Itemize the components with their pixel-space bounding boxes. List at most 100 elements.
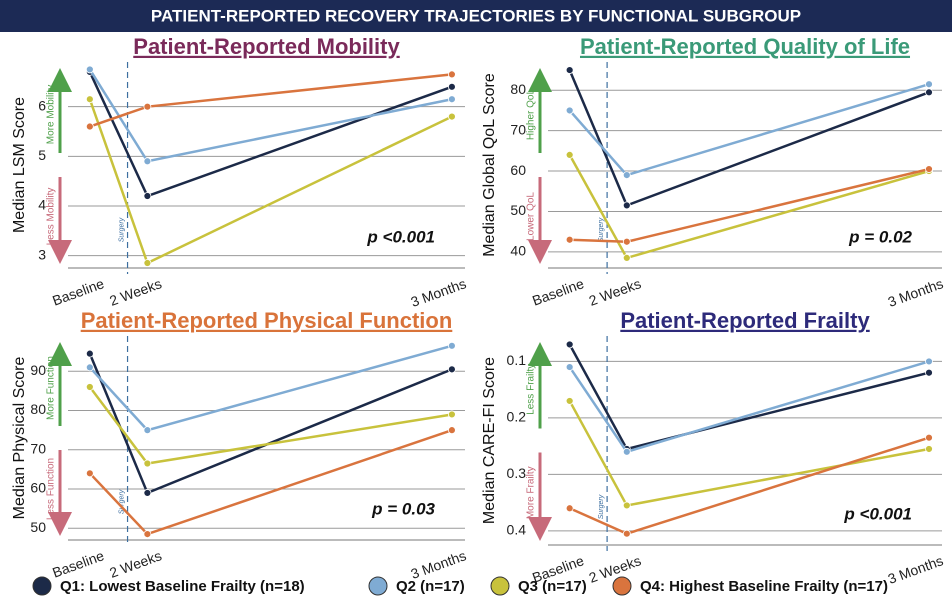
x-tick-label: 3 Months — [886, 552, 946, 587]
legend-label: Q2 (n=17) — [396, 578, 465, 595]
chart-title: Patient-Reported Frailty — [620, 308, 870, 333]
data-point — [85, 349, 94, 358]
data-point — [85, 65, 94, 74]
series-line — [568, 83, 930, 177]
chart-title: Patient-Reported Mobility — [133, 34, 400, 59]
data-point — [447, 426, 456, 435]
arrow-up-label: More Mobility — [46, 85, 57, 144]
x-tick-label: 2 Weeks — [107, 275, 163, 309]
x-tick-label: 2 Weeks — [107, 547, 163, 581]
data-point — [447, 70, 456, 79]
y-tick-label: 0.3 — [507, 465, 527, 481]
x-tick-label: 3 Months — [409, 275, 469, 310]
data-point — [622, 501, 631, 510]
data-point — [622, 237, 631, 246]
series-line — [88, 344, 453, 432]
series-line — [88, 71, 453, 198]
x-tick-label: 2 Weeks — [587, 275, 643, 309]
data-point — [622, 201, 631, 210]
data-point — [143, 530, 152, 539]
chart-title: Patient-Reported Quality of Life — [580, 34, 910, 59]
x-tick-label: 3 Months — [886, 275, 946, 310]
x-tick-label: Baseline — [50, 547, 106, 580]
arrow-up-label: Less Frailty — [526, 364, 537, 415]
data-point — [143, 489, 152, 497]
y-tick-label: 50 — [30, 519, 46, 535]
y-tick-label: 40 — [510, 243, 526, 259]
data-point — [85, 383, 94, 391]
y-tick-label: 3 — [38, 246, 46, 262]
data-point — [622, 529, 631, 538]
data-point — [143, 102, 152, 111]
data-point — [925, 357, 933, 366]
data-point — [925, 368, 933, 377]
arrow-down-label: Less Mobility — [46, 188, 57, 246]
legend-marker — [490, 576, 510, 596]
x-tick-label: Baseline — [50, 275, 106, 308]
chart-title: Patient-Reported Physical Function — [81, 308, 453, 333]
data-point — [565, 66, 574, 74]
data-point — [925, 88, 933, 97]
data-point — [85, 363, 94, 372]
data-point — [447, 82, 456, 91]
data-point — [565, 151, 574, 159]
data-point — [143, 192, 152, 200]
surgery-label: Surgery — [598, 494, 605, 519]
p-value: p <0.001 — [843, 504, 912, 523]
y-axis-label: Median Physical Score — [11, 357, 28, 520]
y-axis-label: Median LSM Score — [11, 97, 28, 233]
y-tick-label: 70 — [30, 440, 46, 456]
data-point — [622, 254, 631, 262]
y-tick-label: 50 — [510, 202, 526, 218]
y-axis-label: Median CARE-FI Score — [481, 357, 498, 524]
series-line — [568, 360, 930, 454]
data-point — [85, 95, 94, 104]
banner — [0, 0, 952, 32]
data-point — [565, 397, 574, 405]
data-point — [85, 122, 94, 131]
series-line — [88, 68, 453, 163]
data-point — [565, 504, 574, 513]
y-tick-label: 5 — [38, 147, 46, 163]
data-point — [565, 363, 574, 371]
y-axis-label: Median Global QoL Score — [481, 73, 498, 257]
x-tick-label: 3 Months — [409, 547, 469, 582]
y-tick-label: 0.4 — [507, 522, 527, 538]
arrow-down-label: Lower QoL — [526, 192, 537, 241]
p-value: p <0.001 — [366, 227, 435, 246]
data-point — [565, 235, 574, 244]
y-tick-label: 6 — [38, 97, 46, 113]
data-point — [565, 106, 574, 115]
y-tick-label: 90 — [30, 362, 46, 378]
arrow-up-label: Higher QoL — [526, 88, 537, 140]
data-point — [447, 341, 456, 350]
y-tick-label: 60 — [30, 480, 46, 496]
x-tick-label: Baseline — [530, 275, 586, 308]
legend-label: Q4: Highest Baseline Frailty (n=17) — [640, 578, 888, 595]
series-line — [89, 73, 453, 128]
p-value: p = 0.03 — [371, 499, 435, 518]
arrow-down-label: Less Function — [46, 458, 57, 520]
y-tick-label: 0.2 — [507, 409, 527, 425]
data-point — [143, 259, 152, 267]
data-point — [143, 157, 152, 166]
arrow-up-label: More Function — [46, 356, 57, 420]
surgery-label: Surgery — [598, 217, 605, 242]
arrow-down-label: More Frailty — [526, 466, 537, 519]
legend-marker — [612, 576, 632, 596]
data-point — [925, 165, 933, 173]
y-tick-label: 4 — [38, 197, 46, 213]
surgery-label: Surgery — [118, 489, 125, 514]
data-point — [447, 410, 456, 419]
legend-label: Q3 (n=17) — [518, 578, 587, 595]
data-point — [447, 365, 456, 374]
data-point — [925, 80, 933, 89]
legend-label: Q1: Lowest Baseline Frailty (n=18) — [60, 578, 305, 595]
data-point — [143, 426, 152, 435]
data-point — [622, 447, 631, 456]
y-tick-label: 60 — [510, 162, 526, 178]
series-line — [568, 343, 930, 451]
data-point — [622, 171, 631, 179]
y-tick-label: 80 — [30, 401, 46, 417]
